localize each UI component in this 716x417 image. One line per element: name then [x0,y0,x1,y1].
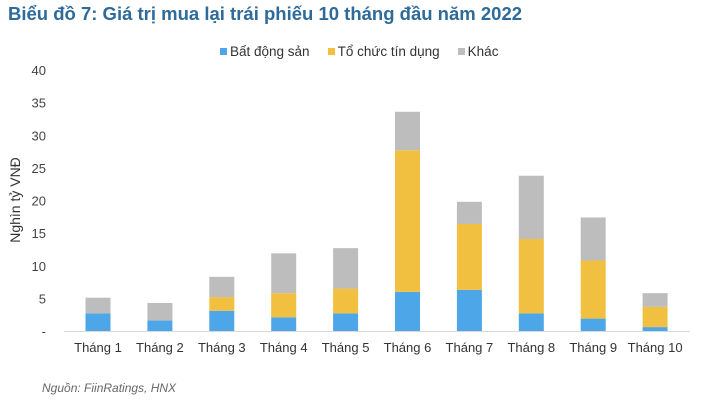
bar-segment [395,291,420,331]
bar-segment [580,318,606,331]
bar-segment [333,288,359,314]
y-tick-label: 30 [32,128,46,143]
x-tick-label: Tháng 7 [446,340,494,355]
bar-segment [147,320,173,331]
x-tick-label: Tháng 8 [507,340,555,355]
bar-segment [456,289,482,331]
source-note: Nguồn: FiinRatings, HNX [42,381,177,395]
y-axis-label: Nghìn tỷ VNĐ [7,157,23,243]
bar-segment [85,297,111,314]
legend-label: Khác [467,44,499,59]
bar-segment [271,317,297,331]
bar-segment [395,111,420,151]
y-tick-label: 5 [39,291,46,306]
legend-swatch [457,48,465,55]
x-tick-label: Tháng 4 [260,340,308,355]
bar-segment [209,297,235,311]
legend-label: Tổ chức tín dụng [337,44,440,59]
bar-segment [209,276,235,298]
x-tick-label: Tháng 9 [569,340,617,355]
bar-segment [147,302,173,321]
bar-segment [333,313,359,331]
bar-segment [518,175,544,239]
y-tick-label: 25 [32,161,46,176]
legend: Bất động sản Tổ chức tín dụng Khác [220,44,498,59]
x-tick-label: Tháng 10 [628,340,683,355]
y-tick-label: - [42,324,46,339]
legend-item-khac: Khác [457,44,499,59]
y-tick-label: 15 [32,226,46,241]
x-tick-label: Tháng 1 [74,340,122,355]
x-tick-label: Tháng 3 [198,340,246,355]
bar-segment [580,217,606,261]
y-tick-label: 40 [32,63,46,78]
bar-segment [456,201,482,224]
legend-swatch [220,48,227,55]
bar-segment [518,238,544,314]
bar-segment [580,260,606,319]
bar-segment [271,253,297,294]
chart-title: Biểu đồ 7: Giá trị mua lại trái phiếu 10… [8,3,523,24]
bar-segment [642,306,668,328]
bar-segment [518,313,544,331]
y-tick-label: 20 [32,194,46,209]
legend-item-bat-dong-san: Bất động sản [220,44,310,59]
x-tick-label: Tháng 2 [136,340,184,355]
x-tick-label: Tháng 5 [322,340,370,355]
bar-segment [333,248,359,289]
legend-item-to-chuc-tin-dung: Tổ chức tín dụng [327,44,440,59]
legend-swatch [327,48,335,55]
bar-segment [642,327,668,331]
bar-segment [456,223,482,290]
bar-segment [209,310,235,331]
y-tick-label: 35 [32,96,46,111]
x-tick-label: Tháng 6 [384,340,432,355]
legend-label: Bất động sản [230,44,310,59]
y-tick-label: 10 [32,259,46,274]
bar-segment [85,313,111,331]
bar-segment [642,293,668,307]
bar-segment [395,150,420,292]
bar-segment [271,293,297,318]
